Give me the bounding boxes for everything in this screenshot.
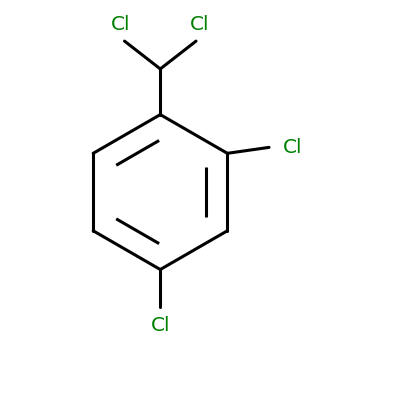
Text: Cl: Cl	[283, 138, 302, 157]
Text: Cl: Cl	[111, 15, 130, 34]
Text: Cl: Cl	[190, 15, 210, 34]
Text: Cl: Cl	[150, 316, 170, 335]
